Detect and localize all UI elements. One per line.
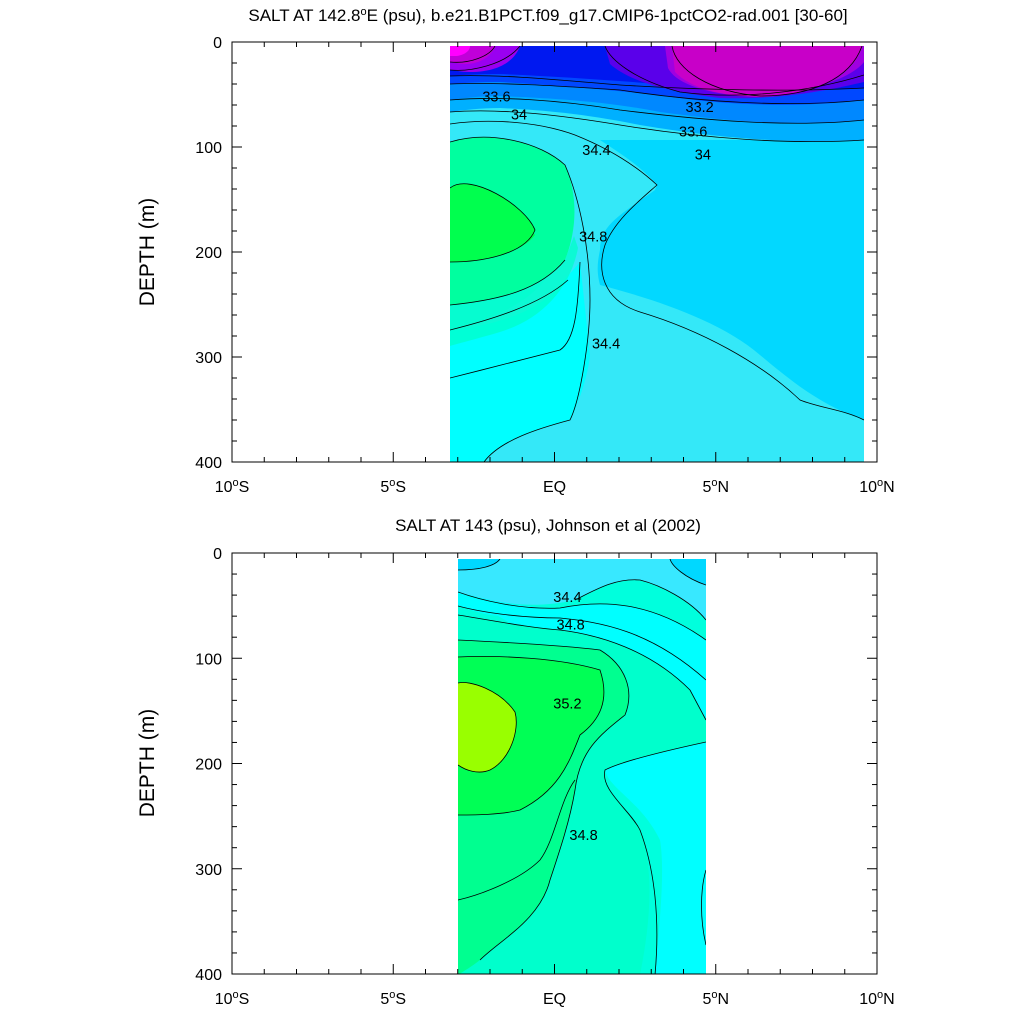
contour-label: 33.2	[686, 100, 714, 116]
y-tick-label: 300	[195, 862, 222, 879]
contour-label: 35.2	[553, 697, 581, 713]
y-tick-label: 400	[195, 967, 222, 984]
panel-2-title: SALT AT 143 (psu), Johnson et al (2002)	[395, 516, 701, 535]
contour-label: 34	[511, 107, 527, 123]
panel-1: SALT AT 142.8oE (psu), b.e21.B1PCT.f09_g…	[136, 6, 895, 496]
contour-label: 34.4	[592, 336, 620, 352]
panel-2: SALT AT 143 (psu), Johnson et al (2002)	[136, 516, 895, 1008]
panel-2-y-axis-label: DEPTH (m)	[136, 709, 159, 818]
contour-label: 34.8	[579, 229, 607, 245]
x-tick-label: 10oN	[859, 989, 894, 1008]
panel-1-y-axis-label: DEPTH (m)	[136, 198, 159, 307]
contour-label: 34.4	[582, 143, 610, 159]
panel-2-contour-field: 34.4 34.8 35.2 34.8	[458, 559, 706, 974]
panel-1-title: SALT AT 142.8oE (psu), b.e21.B1PCT.f09_g…	[248, 6, 847, 25]
x-tick-label: 10oS	[215, 477, 250, 496]
panel-1-axes: 0 100 200 300 400 10oS 5oS EQ 5oN 10oN	[195, 35, 894, 496]
x-tick-label: EQ	[543, 479, 566, 496]
contour-label: 34.8	[557, 618, 585, 634]
y-tick-label: 200	[195, 245, 222, 262]
y-tick-label: 200	[195, 757, 222, 774]
x-tick-label: 5oN	[702, 989, 729, 1008]
contour-label: 34.4	[553, 590, 581, 606]
x-tick-label: 5oS	[380, 477, 406, 496]
x-tick-label: EQ	[543, 991, 566, 1008]
y-tick-label: 300	[195, 350, 222, 367]
contour-label: 34	[695, 147, 711, 163]
y-tick-label: 100	[195, 140, 222, 157]
x-tick-label: 5oN	[702, 477, 729, 496]
y-tick-label: 100	[195, 651, 222, 668]
x-tick-label: 5oS	[380, 989, 406, 1008]
contour-label: 34.8	[569, 828, 597, 844]
x-tick-label: 10oS	[215, 989, 250, 1008]
contour-label: 33.6	[679, 124, 707, 140]
y-tick-label: 0	[213, 35, 222, 52]
contour-label: 33.6	[482, 90, 510, 106]
panel-2-axes: 0 100 200 300 400 10oS 5oS EQ 5oN 10oN	[195, 546, 894, 1008]
y-tick-label: 400	[195, 455, 222, 472]
x-tick-label: 10oN	[859, 477, 894, 496]
y-tick-label: 0	[213, 546, 222, 563]
